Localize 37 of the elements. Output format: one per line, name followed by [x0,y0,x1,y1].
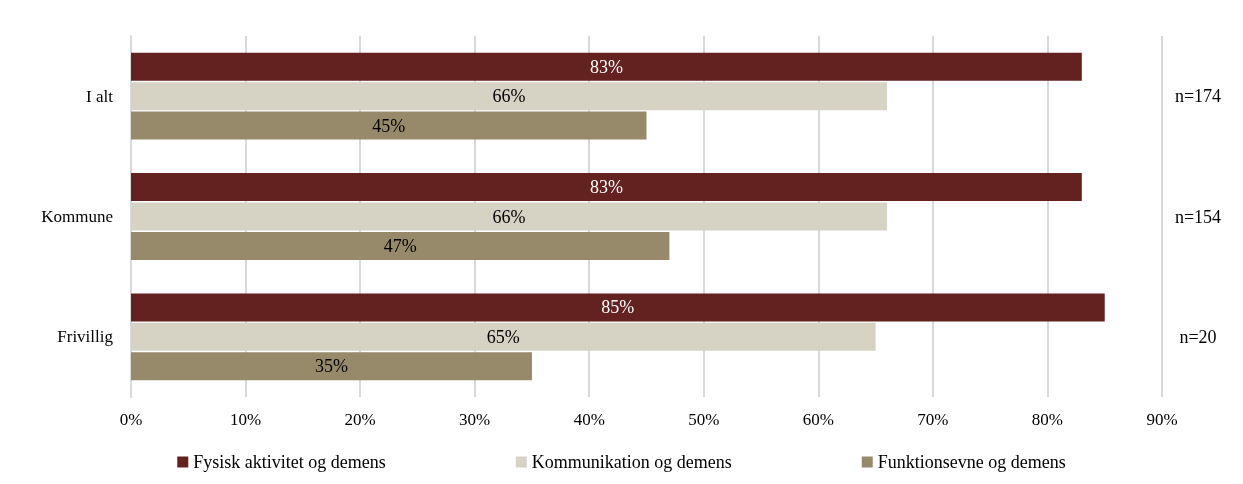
data-label: 45% [372,115,406,136]
legend-label: Kommunikation og demens [531,452,732,472]
x-tick-label: 50% [688,410,720,429]
bar [131,82,888,111]
text: n=154 [1174,206,1222,227]
legend-label: Funktionsevne og demens [877,452,1066,472]
y-tick-label: Kommune [41,207,113,226]
data-label: 83% [589,56,623,77]
data-label: 83% [589,177,623,198]
x-tick-label: 60% [802,410,834,429]
x-tick-label: 30% [459,410,491,429]
bar [131,173,1082,202]
data-label: 66% [492,86,526,107]
x-tick-label: 90% [1146,410,1178,429]
text: n=20 [1179,326,1217,347]
x-tick-label: 40% [573,410,605,429]
data-label: 65% [486,326,520,347]
x-tick-label: 10% [229,410,262,429]
x-tick-label: 70% [917,410,949,429]
data-label: 85% [601,297,635,318]
legend-label: Fysisk aktivitet og demens [193,452,386,472]
data-label: 66% [492,206,526,227]
bar [131,231,670,260]
x-tick-label: 20% [344,410,376,429]
data-label: 35% [314,356,348,377]
bar [131,52,1082,81]
bar [131,111,647,140]
x-tick-label: 80% [1031,410,1064,429]
text: n=174 [1174,86,1222,107]
data-label: 47% [383,235,417,256]
x-tick-label: 0% [119,410,143,429]
bar [131,322,876,351]
bar [131,293,1105,322]
y-tick-label: I alt [86,86,114,106]
bar [131,352,532,381]
bar [131,202,888,231]
y-tick-label: Frivillig [57,327,114,347]
